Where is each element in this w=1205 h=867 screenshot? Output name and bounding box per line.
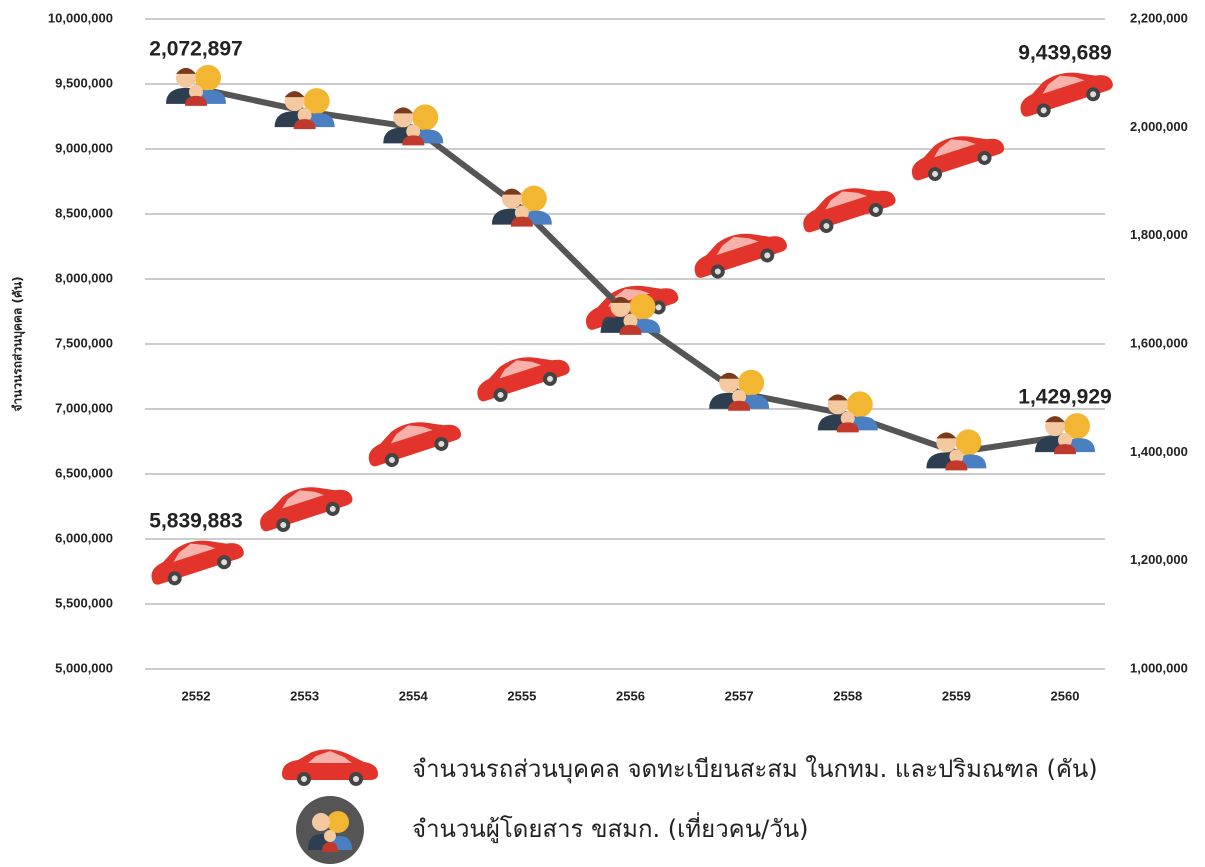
y2-tick-label: 1,000,000 — [1130, 660, 1188, 675]
data-label: 1,429,929 — [1018, 386, 1111, 409]
y-tick-label: 5,000,000 — [55, 660, 113, 675]
x-tick-label: 2558 — [833, 688, 862, 703]
x-tick-label: 2559 — [942, 688, 971, 703]
y-tick-label: 6,000,000 — [55, 530, 113, 545]
legend-label: จำนวนรถส่วนบุคคล จดทะเบียนสะสม ในกทม. แล… — [412, 755, 1098, 784]
data-label: 2,072,897 — [149, 37, 242, 60]
y-tick-label: 8,500,000 — [55, 205, 113, 220]
y-tick-label: 7,000,000 — [55, 400, 113, 415]
y2-tick-label: 1,600,000 — [1130, 335, 1188, 350]
legend: จำนวนรถส่วนบุคคล จดทะเบียนสะสม ในกทม. แล… — [282, 749, 1098, 864]
car-marker — [796, 175, 899, 239]
y2-tick-label: 2,000,000 — [1130, 119, 1188, 134]
car-marker — [253, 474, 356, 538]
y-tick-label: 9,500,000 — [55, 75, 113, 90]
y2-tick-label: 2,200,000 — [1130, 10, 1188, 25]
y-tick-label: 8,000,000 — [55, 270, 113, 285]
y-axis-label: จำนวนรถส่วนบุคคล (คัน) — [11, 276, 26, 411]
car-marker — [1014, 59, 1117, 123]
y2-tick-label: 1,400,000 — [1130, 444, 1188, 459]
legend-car-icon — [282, 749, 378, 786]
series-line — [196, 88, 1065, 452]
car-marker — [362, 409, 465, 473]
y2-tick-label: 1,800,000 — [1130, 227, 1188, 242]
car-marker — [688, 221, 791, 285]
x-tick-label: 2556 — [616, 688, 645, 703]
car-marker — [145, 527, 248, 591]
people-marker — [1035, 413, 1095, 454]
y-tick-label: 7,500,000 — [55, 335, 113, 350]
x-tick-label: 2555 — [507, 688, 536, 703]
people-marker — [166, 65, 226, 106]
x-tick-label: 2554 — [399, 688, 429, 703]
y-tick-label: 6,500,000 — [55, 465, 113, 480]
data-label: 5,839,883 — [149, 509, 242, 532]
data-label: 9,439,689 — [1018, 41, 1111, 64]
y-tick-label: 5,500,000 — [55, 595, 113, 610]
chart: จำนวนรถส่วนบุคคล (คัน) 5,000,000 5,500,00… — [0, 0, 1205, 867]
car-marker — [470, 344, 573, 408]
x-tick-label: 2560 — [1051, 688, 1080, 703]
x-tick-label: 2552 — [182, 688, 211, 703]
y2-tick-label: 1,200,000 — [1130, 552, 1188, 567]
y-tick-label: 10,000,000 — [48, 10, 113, 25]
legend-people-icon — [296, 796, 364, 864]
legend-label: จำนวนผู้โดยสาร ขสมก. (เที่ยวคน/วัน) — [412, 812, 808, 844]
people-marker — [926, 429, 986, 470]
x-tick-label: 2553 — [290, 688, 319, 703]
x-tick-label: 2557 — [725, 688, 754, 703]
car-marker — [905, 123, 1008, 187]
y-tick-label: 9,000,000 — [55, 140, 113, 155]
